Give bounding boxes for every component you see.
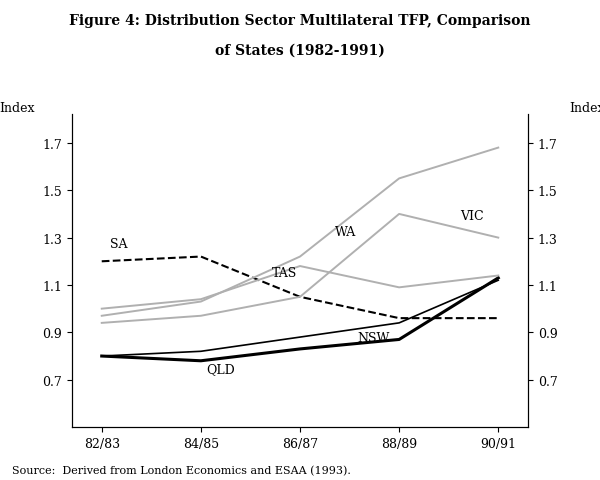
Text: QLD: QLD [206, 363, 235, 376]
Text: Figure 4: Distribution Sector Multilateral TFP, Comparison: Figure 4: Distribution Sector Multilater… [69, 14, 531, 28]
Text: TAS: TAS [272, 266, 298, 279]
Text: SA: SA [110, 238, 127, 251]
Text: Index: Index [0, 102, 35, 115]
Text: NSW: NSW [358, 331, 390, 344]
Text: WA: WA [335, 226, 356, 239]
Text: Index: Index [569, 102, 600, 115]
Text: of States (1982-1991): of States (1982-1991) [215, 43, 385, 57]
Text: VIC: VIC [461, 209, 484, 222]
Text: Source:  Derived from London Economics and ESAA (1993).: Source: Derived from London Economics an… [12, 465, 351, 475]
